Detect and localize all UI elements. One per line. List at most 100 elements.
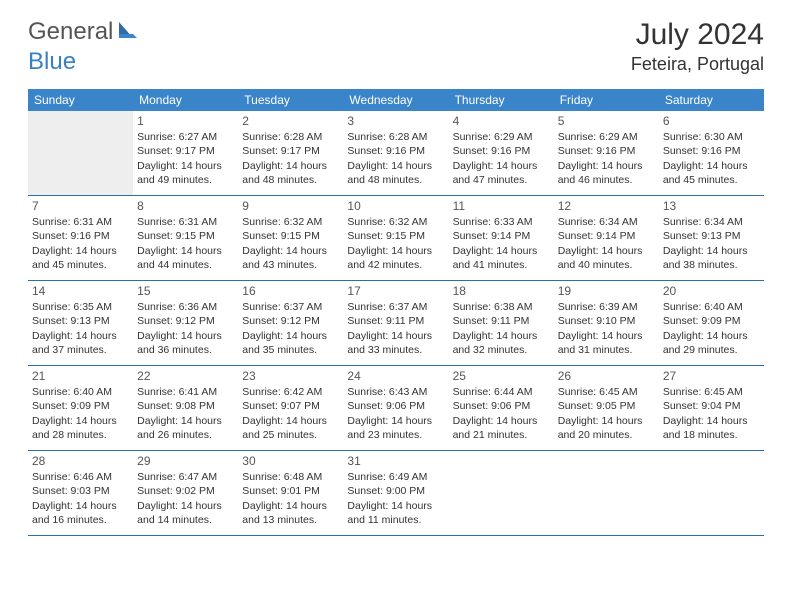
day-number: 27	[663, 368, 760, 384]
day-dl1: Daylight: 14 hours	[663, 159, 760, 173]
day-cell: 29Sunrise: 6:47 AMSunset: 9:02 PMDayligh…	[133, 451, 238, 535]
day-dl2: and 38 minutes.	[663, 258, 760, 272]
day-sunrise: Sunrise: 6:43 AM	[347, 385, 444, 399]
day-cell: 18Sunrise: 6:38 AMSunset: 9:11 PMDayligh…	[449, 281, 554, 365]
day-dl2: and 23 minutes.	[347, 428, 444, 442]
day-cell: 19Sunrise: 6:39 AMSunset: 9:10 PMDayligh…	[554, 281, 659, 365]
day-sunrise: Sunrise: 6:37 AM	[242, 300, 339, 314]
day-sunset: Sunset: 9:11 PM	[453, 314, 550, 328]
day-number: 18	[453, 283, 550, 299]
day-dl2: and 33 minutes.	[347, 343, 444, 357]
day-dl2: and 21 minutes.	[453, 428, 550, 442]
week-row: 21Sunrise: 6:40 AMSunset: 9:09 PMDayligh…	[28, 366, 764, 451]
day-sunset: Sunset: 9:13 PM	[663, 229, 760, 243]
day-sunset: Sunset: 9:00 PM	[347, 484, 444, 498]
day-number: 29	[137, 453, 234, 469]
day-sunset: Sunset: 9:04 PM	[663, 399, 760, 413]
day-sunrise: Sunrise: 6:36 AM	[137, 300, 234, 314]
day-dl1: Daylight: 14 hours	[137, 499, 234, 513]
day-dl2: and 45 minutes.	[32, 258, 129, 272]
day-number: 8	[137, 198, 234, 214]
day-sunrise: Sunrise: 6:46 AM	[32, 470, 129, 484]
location: Feteira, Portugal	[631, 54, 764, 75]
day-cell-blank	[554, 451, 659, 535]
day-sunrise: Sunrise: 6:32 AM	[242, 215, 339, 229]
day-sunrise: Sunrise: 6:41 AM	[137, 385, 234, 399]
day-sunset: Sunset: 9:16 PM	[32, 229, 129, 243]
day-cell: 12Sunrise: 6:34 AMSunset: 9:14 PMDayligh…	[554, 196, 659, 280]
day-cell: 20Sunrise: 6:40 AMSunset: 9:09 PMDayligh…	[659, 281, 764, 365]
day-sunset: Sunset: 9:15 PM	[242, 229, 339, 243]
day-sunrise: Sunrise: 6:47 AM	[137, 470, 234, 484]
day-sunrise: Sunrise: 6:32 AM	[347, 215, 444, 229]
day-dl1: Daylight: 14 hours	[347, 159, 444, 173]
day-sunset: Sunset: 9:06 PM	[347, 399, 444, 413]
day-sunrise: Sunrise: 6:48 AM	[242, 470, 339, 484]
day-sunrise: Sunrise: 6:40 AM	[32, 385, 129, 399]
day-cell: 9Sunrise: 6:32 AMSunset: 9:15 PMDaylight…	[238, 196, 343, 280]
day-sunset: Sunset: 9:09 PM	[663, 314, 760, 328]
day-dl1: Daylight: 14 hours	[453, 244, 550, 258]
day-cell: 24Sunrise: 6:43 AMSunset: 9:06 PMDayligh…	[343, 366, 448, 450]
day-cell: 26Sunrise: 6:45 AMSunset: 9:05 PMDayligh…	[554, 366, 659, 450]
day-dl1: Daylight: 14 hours	[453, 414, 550, 428]
week-row: 14Sunrise: 6:35 AMSunset: 9:13 PMDayligh…	[28, 281, 764, 366]
day-dl1: Daylight: 14 hours	[242, 414, 339, 428]
day-sunset: Sunset: 9:09 PM	[32, 399, 129, 413]
day-number: 1	[137, 113, 234, 129]
day-sunrise: Sunrise: 6:31 AM	[137, 215, 234, 229]
day-number: 10	[347, 198, 444, 214]
day-dl1: Daylight: 14 hours	[453, 329, 550, 343]
day-dl1: Daylight: 14 hours	[663, 414, 760, 428]
header: General July 2024 Feteira, Portugal	[0, 0, 792, 83]
day-sunset: Sunset: 9:06 PM	[453, 399, 550, 413]
day-cell: 11Sunrise: 6:33 AMSunset: 9:14 PMDayligh…	[449, 196, 554, 280]
day-dl1: Daylight: 14 hours	[558, 414, 655, 428]
day-dl1: Daylight: 14 hours	[347, 244, 444, 258]
day-dl2: and 14 minutes.	[137, 513, 234, 527]
day-number: 12	[558, 198, 655, 214]
day-sunset: Sunset: 9:12 PM	[137, 314, 234, 328]
day-dl2: and 42 minutes.	[347, 258, 444, 272]
day-cell: 28Sunrise: 6:46 AMSunset: 9:03 PMDayligh…	[28, 451, 133, 535]
day-sunrise: Sunrise: 6:38 AM	[453, 300, 550, 314]
day-dl2: and 36 minutes.	[137, 343, 234, 357]
day-sunset: Sunset: 9:15 PM	[137, 229, 234, 243]
day-dl1: Daylight: 14 hours	[242, 499, 339, 513]
day-number: 3	[347, 113, 444, 129]
day-sunrise: Sunrise: 6:34 AM	[663, 215, 760, 229]
day-dl1: Daylight: 14 hours	[347, 414, 444, 428]
day-dl2: and 48 minutes.	[347, 173, 444, 187]
day-sunset: Sunset: 9:17 PM	[137, 144, 234, 158]
day-number: 2	[242, 113, 339, 129]
day-sunset: Sunset: 9:08 PM	[137, 399, 234, 413]
day-dl1: Daylight: 14 hours	[347, 499, 444, 513]
day-sunset: Sunset: 9:16 PM	[453, 144, 550, 158]
day-dl2: and 41 minutes.	[453, 258, 550, 272]
day-number: 14	[32, 283, 129, 299]
day-number: 23	[242, 368, 339, 384]
day-dl1: Daylight: 14 hours	[453, 159, 550, 173]
day-number: 13	[663, 198, 760, 214]
day-dl1: Daylight: 14 hours	[137, 329, 234, 343]
day-number: 4	[453, 113, 550, 129]
day-number: 20	[663, 283, 760, 299]
day-sunrise: Sunrise: 6:33 AM	[453, 215, 550, 229]
day-cell: 14Sunrise: 6:35 AMSunset: 9:13 PMDayligh…	[28, 281, 133, 365]
day-dl1: Daylight: 14 hours	[137, 159, 234, 173]
day-cell: 30Sunrise: 6:48 AMSunset: 9:01 PMDayligh…	[238, 451, 343, 535]
day-dl2: and 29 minutes.	[663, 343, 760, 357]
day-cell: 23Sunrise: 6:42 AMSunset: 9:07 PMDayligh…	[238, 366, 343, 450]
day-header-wednesday: Wednesday	[343, 89, 448, 111]
day-dl2: and 40 minutes.	[558, 258, 655, 272]
day-dl2: and 25 minutes.	[242, 428, 339, 442]
day-sunrise: Sunrise: 6:44 AM	[453, 385, 550, 399]
logo-text-general: General	[28, 18, 113, 46]
day-dl1: Daylight: 14 hours	[32, 499, 129, 513]
day-sunset: Sunset: 9:15 PM	[347, 229, 444, 243]
day-sunset: Sunset: 9:02 PM	[137, 484, 234, 498]
day-sunrise: Sunrise: 6:42 AM	[242, 385, 339, 399]
day-dl2: and 18 minutes.	[663, 428, 760, 442]
week-row: 1Sunrise: 6:27 AMSunset: 9:17 PMDaylight…	[28, 111, 764, 196]
day-header-thursday: Thursday	[449, 89, 554, 111]
